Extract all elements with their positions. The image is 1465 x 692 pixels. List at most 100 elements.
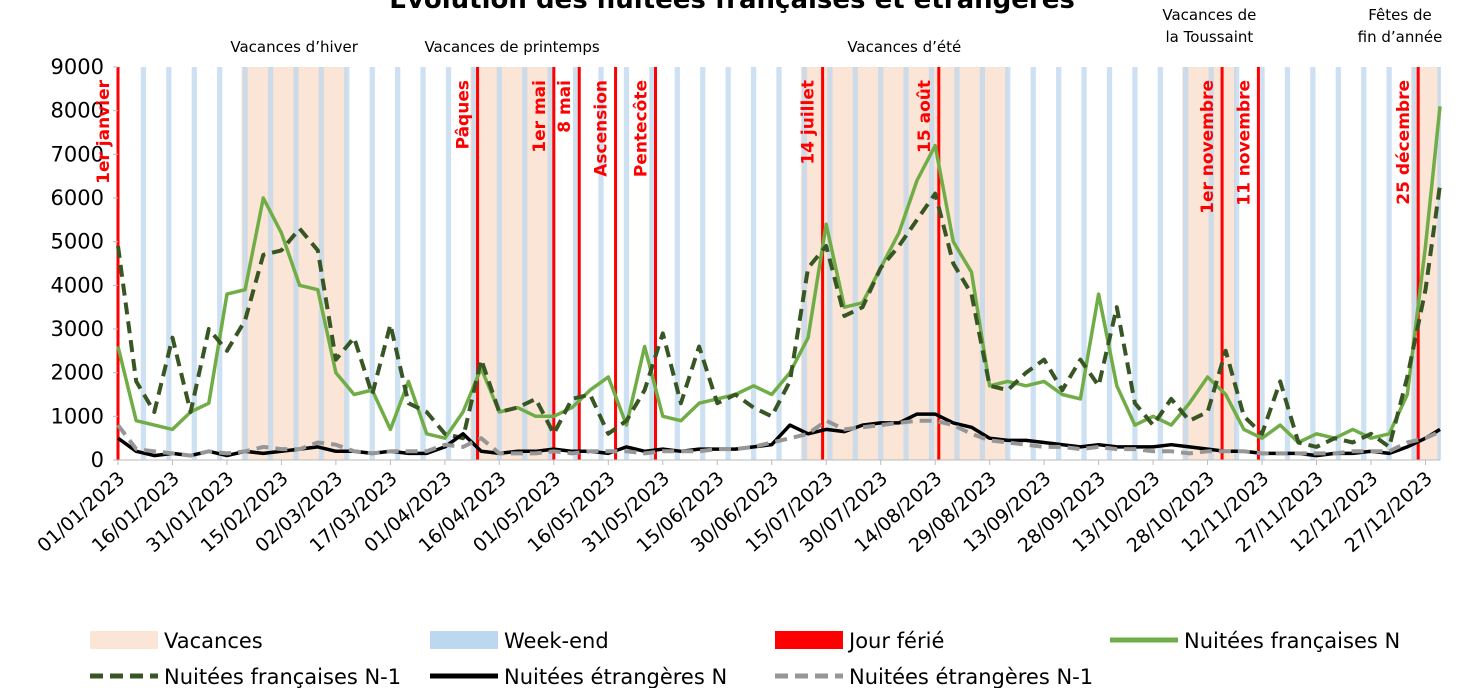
weekend-band <box>1030 67 1036 460</box>
weekend-band <box>395 67 401 460</box>
weekend-band <box>1005 67 1011 460</box>
vacation-label: Vacances de printemps <box>424 38 599 56</box>
vacation-label: Vacances d’hiver <box>230 38 358 56</box>
weekend-band <box>267 67 274 460</box>
weekend-band <box>903 67 909 460</box>
y-tick-label: 1000 <box>51 404 104 428</box>
weekend-band <box>700 67 706 460</box>
holiday-label: 15 août <box>915 80 935 153</box>
weekend-band <box>674 67 680 460</box>
weekend-band <box>1284 67 1291 460</box>
vacation-label: Fêtes de fin d’année <box>1358 6 1443 46</box>
legend-swatch <box>430 631 498 649</box>
vacation-label: Vacances d’été <box>847 38 961 56</box>
legend-item: Vacances <box>90 629 263 653</box>
weekend-band <box>166 67 172 460</box>
series-line <box>116 418 1441 458</box>
weekend-band <box>1157 67 1163 460</box>
weekend-band <box>242 67 248 460</box>
weekend-band <box>598 67 604 460</box>
vacation-label: Vacances de la Toussaint <box>1162 6 1256 46</box>
series-line <box>116 184 1442 449</box>
holiday-label: Pâques <box>454 80 474 149</box>
y-tick-label: 0 <box>91 448 104 472</box>
legend-item: Jour férié <box>775 629 944 653</box>
y-tick-label: 9000 <box>51 55 104 79</box>
weekend-band <box>1335 67 1341 460</box>
legend-label: Nuitées étrangères N-1 <box>849 665 1093 688</box>
weekend-band <box>979 67 986 460</box>
weekend-band <box>572 67 579 460</box>
legend-swatch <box>90 631 158 649</box>
legend-swatch <box>775 631 843 649</box>
y-tick-label: 7000 <box>51 142 104 166</box>
weekend-band <box>1437 67 1441 460</box>
weekend-band <box>445 67 452 460</box>
holiday-layer <box>116 67 1420 460</box>
y-tick-label: 5000 <box>51 230 104 254</box>
holiday-label: Pentecôte <box>632 80 652 177</box>
holiday-label: 1er novembre <box>1198 80 1218 214</box>
legend-label: Week-end <box>504 629 609 653</box>
weekend-band <box>369 67 375 460</box>
holiday-label: 8 mai <box>555 80 575 133</box>
weekend-band <box>750 67 757 460</box>
weekend-band <box>1259 67 1265 460</box>
weekend-band <box>1132 67 1138 460</box>
weekend-band <box>1361 67 1367 460</box>
y-tick-label: 3000 <box>51 317 104 341</box>
legend-label: Nuitées françaises N-1 <box>164 665 401 688</box>
weekend-band <box>522 67 528 460</box>
legend-item: Nuitées étrangères N <box>430 665 727 689</box>
weekend-band <box>801 67 808 460</box>
legend-item: Nuitées étrangères N-1 <box>775 665 1093 689</box>
y-tick-label: 8000 <box>51 99 104 123</box>
weekend-band <box>140 67 147 460</box>
weekend-band <box>649 67 655 460</box>
weekend-band <box>776 67 782 460</box>
series-line <box>116 106 1442 445</box>
weekend-band <box>1106 67 1113 460</box>
weekend-band <box>1310 67 1316 460</box>
weekend-band <box>878 67 884 460</box>
weekend-band <box>217 67 223 460</box>
weekend-band <box>1233 67 1240 460</box>
weekend-band <box>1081 67 1087 460</box>
holiday-label: 1er mai <box>530 80 550 153</box>
weekend-band <box>293 67 299 460</box>
vacation-band <box>470 67 554 460</box>
weekend-band <box>1411 67 1418 460</box>
y-tick-label: 2000 <box>51 361 104 385</box>
weekend-band <box>471 67 477 460</box>
weekend-band <box>191 67 197 460</box>
holiday-label: Ascension <box>592 80 612 177</box>
line-layer <box>116 106 1442 458</box>
legend-item: Week-end <box>430 629 609 653</box>
weekend-band <box>725 67 731 460</box>
holiday-label: 14 juillet <box>799 80 819 165</box>
weekend-band <box>344 67 350 460</box>
holiday-label: 25 décembre <box>1394 80 1414 205</box>
legend-label: Nuitées étrangères N <box>504 665 727 688</box>
weekend-band <box>1386 67 1392 460</box>
weekend-band <box>852 67 858 460</box>
holiday-label: 1er janvier <box>94 79 114 184</box>
weekend-band <box>623 67 630 460</box>
legend-label: Nuitées françaises N <box>1184 629 1400 653</box>
legend-label: Jour férié <box>847 629 944 653</box>
chart-title: Evolution des nuitées françaises et étra… <box>389 0 1075 15</box>
y-tick-label: 4000 <box>51 273 104 297</box>
legend-item: Nuitées françaises N-1 <box>90 665 401 689</box>
weekend-band <box>928 67 935 460</box>
weekend-band <box>547 67 553 460</box>
weekend-band <box>1183 67 1189 460</box>
weekend-band <box>1208 67 1214 460</box>
legend-item: Nuitées françaises N <box>1110 629 1400 653</box>
weekend-band <box>420 67 426 460</box>
weekend-band <box>1056 67 1062 460</box>
holiday-label: 11 novembre <box>1234 80 1254 206</box>
legend-label: Vacances <box>164 629 263 653</box>
weekend-band <box>954 67 960 460</box>
y-tick-label: 6000 <box>51 186 104 210</box>
